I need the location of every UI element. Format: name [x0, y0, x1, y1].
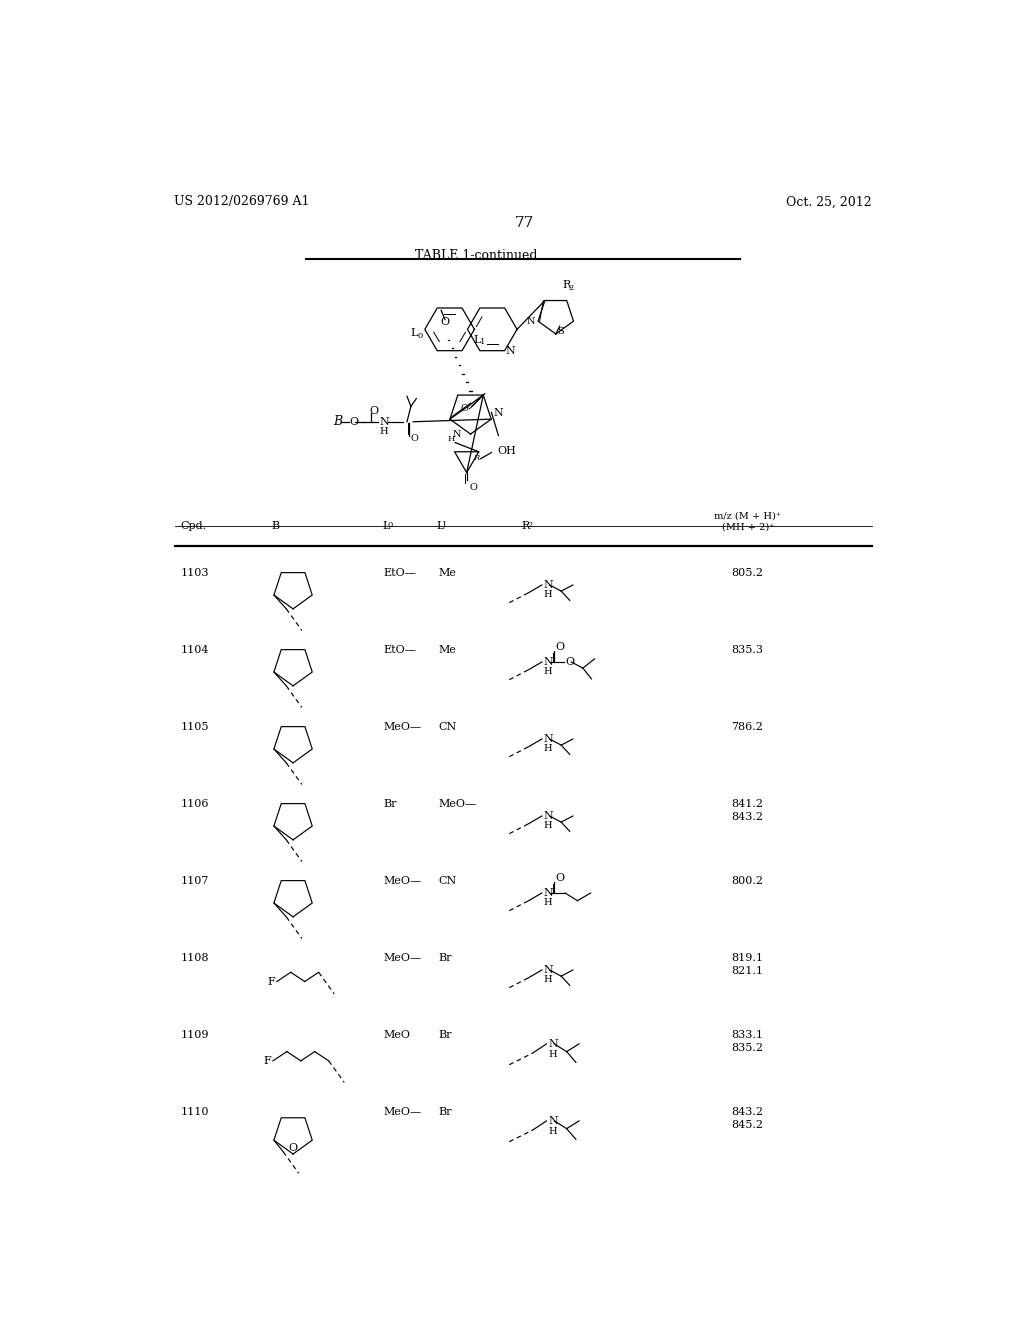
- Text: N: N: [548, 1115, 558, 1126]
- Text: MeO—: MeO—: [438, 799, 476, 809]
- Text: O: O: [556, 642, 565, 652]
- Text: N: N: [548, 1039, 558, 1049]
- Text: N: N: [453, 429, 461, 438]
- Text: Oct. 25, 2012: Oct. 25, 2012: [786, 195, 872, 209]
- Text: Br: Br: [384, 799, 397, 809]
- Text: H: H: [544, 899, 552, 907]
- Text: 1107: 1107: [180, 876, 209, 886]
- Text: Me: Me: [438, 568, 456, 578]
- Text: CN: CN: [438, 876, 457, 886]
- Text: O: O: [349, 417, 358, 426]
- Text: 1: 1: [442, 521, 447, 529]
- Text: 1105: 1105: [180, 722, 209, 733]
- Text: N: N: [544, 579, 553, 590]
- Text: MeO—: MeO—: [384, 1107, 422, 1117]
- Text: H: H: [544, 821, 552, 830]
- Text: Br: Br: [438, 1030, 452, 1040]
- Text: R: R: [562, 280, 570, 290]
- Text: R: R: [473, 454, 479, 462]
- Text: MeO—: MeO—: [384, 876, 422, 886]
- Text: 841.2
843.2: 841.2 843.2: [731, 799, 764, 822]
- Text: H: H: [548, 1127, 557, 1137]
- Text: CN: CN: [438, 722, 457, 733]
- Text: 1104: 1104: [180, 645, 209, 655]
- Text: N: N: [493, 408, 503, 417]
- Text: 835.3: 835.3: [731, 645, 764, 655]
- Text: 833.1
835.2: 833.1 835.2: [731, 1030, 764, 1053]
- Text: Cpd.: Cpd.: [180, 521, 207, 531]
- Text: O: O: [289, 1143, 298, 1152]
- Text: 800.2: 800.2: [731, 876, 764, 886]
- Text: N: N: [506, 346, 515, 355]
- Text: N: N: [544, 810, 553, 821]
- Text: L: L: [474, 335, 481, 345]
- Text: H: H: [380, 428, 388, 436]
- Text: US 2012/0269769 A1: US 2012/0269769 A1: [174, 195, 310, 209]
- Text: H: H: [544, 975, 552, 985]
- Text: B: B: [271, 521, 280, 531]
- Text: 0: 0: [388, 521, 393, 529]
- Text: EtO—: EtO—: [384, 645, 417, 655]
- Text: (MH + 2)⁺: (MH + 2)⁺: [722, 523, 774, 531]
- Text: 77: 77: [515, 216, 535, 230]
- Text: MeO—: MeO—: [384, 722, 422, 733]
- Text: MeO—: MeO—: [384, 953, 422, 964]
- Text: F: F: [267, 977, 275, 986]
- Text: 843.2
845.2: 843.2 845.2: [731, 1107, 764, 1130]
- Text: F: F: [263, 1056, 271, 1065]
- Text: 2: 2: [569, 284, 574, 292]
- Text: MeO: MeO: [384, 1030, 411, 1040]
- Text: N: N: [544, 657, 553, 667]
- Text: O: O: [440, 317, 450, 327]
- Text: S: S: [557, 327, 564, 337]
- Text: L: L: [382, 521, 389, 531]
- Text: 1109: 1109: [180, 1030, 209, 1040]
- Text: 1103: 1103: [180, 568, 209, 578]
- Text: 1110: 1110: [180, 1107, 209, 1117]
- Text: Br: Br: [438, 1107, 452, 1117]
- Text: H: H: [548, 1051, 557, 1059]
- Text: O: O: [461, 404, 469, 413]
- Text: TABLE 1-continued: TABLE 1-continued: [415, 249, 538, 263]
- Text: H: H: [447, 434, 455, 442]
- Text: 2: 2: [527, 521, 532, 529]
- Text: 1: 1: [480, 338, 485, 346]
- Text: N: N: [544, 965, 553, 975]
- Text: O: O: [369, 407, 378, 416]
- Text: R: R: [521, 521, 529, 531]
- Text: m/z (M + H)⁺: m/z (M + H)⁺: [715, 511, 781, 520]
- Text: H: H: [544, 744, 552, 754]
- Text: Br: Br: [438, 953, 452, 964]
- Text: O: O: [556, 873, 565, 883]
- Text: L: L: [436, 521, 443, 531]
- Text: Me: Me: [438, 645, 456, 655]
- Text: EtO—: EtO—: [384, 568, 417, 578]
- Text: 0: 0: [417, 331, 422, 339]
- Text: OH: OH: [498, 446, 516, 455]
- Text: L: L: [411, 329, 418, 338]
- Text: 819.1
821.1: 819.1 821.1: [731, 953, 764, 977]
- Text: O: O: [565, 657, 574, 667]
- Text: O: O: [411, 434, 419, 444]
- Text: 1108: 1108: [180, 953, 209, 964]
- Text: 786.2: 786.2: [731, 722, 764, 733]
- Text: 805.2: 805.2: [731, 568, 764, 578]
- Text: 1106: 1106: [180, 799, 209, 809]
- Text: N: N: [380, 417, 389, 426]
- Text: N: N: [526, 317, 535, 326]
- Text: B: B: [334, 416, 342, 428]
- Text: N: N: [544, 888, 553, 898]
- Text: N: N: [544, 734, 553, 744]
- Text: O: O: [469, 483, 477, 492]
- Text: H: H: [544, 590, 552, 599]
- Text: H: H: [544, 668, 552, 676]
